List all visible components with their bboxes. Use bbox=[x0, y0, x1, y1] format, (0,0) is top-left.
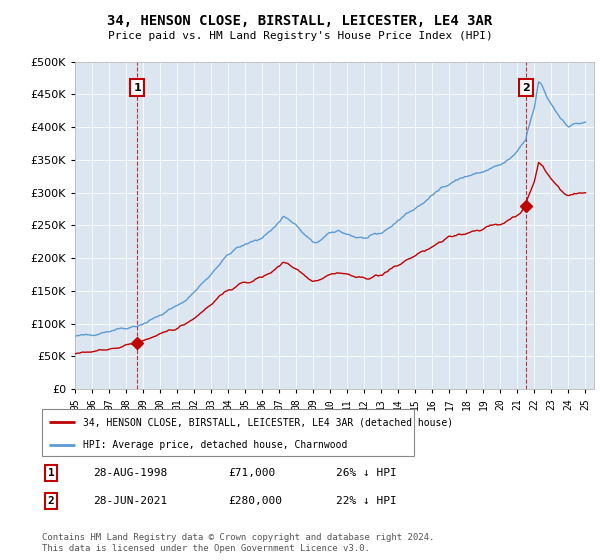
Text: £280,000: £280,000 bbox=[228, 496, 282, 506]
Text: HPI: Average price, detached house, Charnwood: HPI: Average price, detached house, Char… bbox=[83, 440, 347, 450]
Text: 26% ↓ HPI: 26% ↓ HPI bbox=[336, 468, 397, 478]
Text: 22% ↓ HPI: 22% ↓ HPI bbox=[336, 496, 397, 506]
Text: 2: 2 bbox=[522, 83, 530, 93]
Text: Contains HM Land Registry data © Crown copyright and database right 2024.
This d: Contains HM Land Registry data © Crown c… bbox=[42, 533, 434, 553]
Text: Price paid vs. HM Land Registry's House Price Index (HPI): Price paid vs. HM Land Registry's House … bbox=[107, 31, 493, 41]
Text: 28-AUG-1998: 28-AUG-1998 bbox=[93, 468, 167, 478]
Text: £71,000: £71,000 bbox=[228, 468, 275, 478]
Text: 2: 2 bbox=[47, 496, 55, 506]
Text: 1: 1 bbox=[133, 83, 141, 93]
Text: 34, HENSON CLOSE, BIRSTALL, LEICESTER, LE4 3AR (detached house): 34, HENSON CLOSE, BIRSTALL, LEICESTER, L… bbox=[83, 417, 453, 427]
Text: 28-JUN-2021: 28-JUN-2021 bbox=[93, 496, 167, 506]
Text: 34, HENSON CLOSE, BIRSTALL, LEICESTER, LE4 3AR: 34, HENSON CLOSE, BIRSTALL, LEICESTER, L… bbox=[107, 14, 493, 28]
Text: 1: 1 bbox=[47, 468, 55, 478]
